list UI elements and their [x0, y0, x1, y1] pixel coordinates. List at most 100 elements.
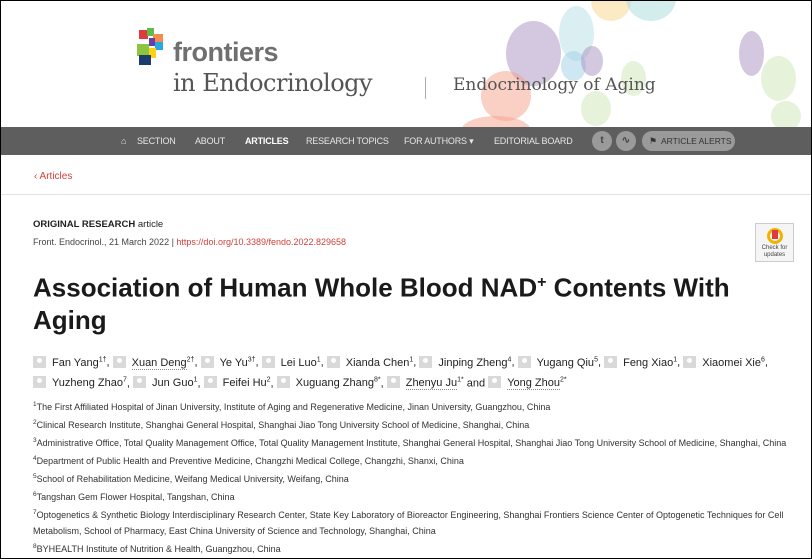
section-name[interactable]: Endocrinology of Aging — [453, 75, 656, 95]
nav-research-topics[interactable]: RESEARCH TOPICS — [306, 136, 389, 146]
author-affiliation: 1 — [316, 356, 321, 363]
author-affiliation: 5 — [594, 356, 598, 363]
affiliation-number: 2 — [33, 419, 37, 426]
affiliation-number: 5 — [33, 473, 37, 480]
title-part: Contents With Aging — [33, 272, 730, 335]
author[interactable]: Xianda Chen1 — [326, 355, 414, 369]
author-name[interactable]: Fan Yang — [52, 356, 99, 369]
author[interactable]: Jun Guo1 — [132, 376, 197, 390]
frontiers-logo-icon — [137, 28, 163, 65]
affiliation: 2Clinical Research Institute, Shanghai G… — [33, 415, 803, 433]
author-name[interactable]: Feng Xiao — [623, 356, 674, 369]
author[interactable]: Yong Zhou2* — [488, 376, 567, 391]
avatar-icon — [326, 355, 340, 368]
nav-section[interactable]: SECTION — [137, 136, 176, 146]
author[interactable]: Yugang Qiu5 — [517, 355, 598, 369]
affiliation-number: 1 — [33, 401, 37, 408]
avatar-icon — [604, 355, 618, 368]
affiliation-number: 6 — [33, 491, 37, 498]
check-for-updates-badge[interactable]: Check for updates — [755, 223, 794, 262]
author-name[interactable]: Xuan Deng — [131, 356, 187, 370]
author[interactable]: Zhenyu Ju1* — [386, 376, 464, 391]
twitter-icon[interactable]: t — [592, 131, 612, 151]
affiliation-text: Clinical Research Institute, Shanghai Ge… — [36, 420, 530, 430]
badge-label: Check for updates — [761, 245, 788, 258]
affiliation-text: School of Rehabilitation Medicine, Weifa… — [36, 474, 349, 484]
author-separator: , — [106, 356, 113, 369]
author-separator: , — [511, 356, 518, 369]
article-title: Association of Human Whole Blood NAD+ Co… — [33, 267, 773, 336]
author-name[interactable]: Yuzheng Zhao — [52, 377, 123, 390]
back-to-articles-link[interactable]: ‹ Articles — [34, 171, 73, 182]
author-name[interactable]: Feifei Hu — [222, 377, 267, 390]
bell-icon: ⚑ — [649, 136, 658, 146]
affiliation-text: Tangshan Gem Flower Hospital, Tangshan, … — [36, 492, 235, 502]
author[interactable]: Xuguang Zhang8* — [276, 376, 381, 390]
author-name[interactable]: Lei Luo — [280, 356, 317, 369]
author[interactable]: Feifei Hu2 — [203, 376, 271, 390]
affiliation-text: Optogenetics & Synthetic Biology Interdi… — [33, 510, 784, 536]
avatar-icon — [112, 355, 126, 368]
author-affiliation: 2* — [560, 376, 567, 384]
author-name[interactable]: Yugang Qiu — [536, 356, 595, 369]
affiliation: 3Administrative Office, Total Quality Ma… — [33, 433, 803, 451]
author-name[interactable]: Xiaomei Xie — [702, 356, 761, 369]
doi-link[interactable]: https://doi.org/10.3389/fendo.2022.82965… — [176, 237, 347, 247]
rss-icon[interactable]: ∿ — [616, 131, 636, 151]
avatar-icon — [261, 355, 275, 368]
author-affiliation: 7 — [122, 376, 127, 384]
affiliation-text: BYHEALTH Institute of Nutrition & Health… — [36, 544, 281, 554]
author[interactable]: Fan Yang1† — [33, 355, 106, 369]
author-name[interactable]: Xuguang Zhang — [295, 377, 374, 390]
author-affiliation: 8* — [373, 376, 381, 384]
avatar-icon — [33, 376, 46, 389]
avatar-icon — [517, 355, 531, 368]
author[interactable]: Ye Yu3† — [200, 355, 256, 369]
citation: Front. Endocrinol., 21 March 2022 | http… — [33, 237, 346, 247]
affiliation-text: Department of Public Health and Preventi… — [36, 456, 464, 466]
author-separator: , — [677, 356, 684, 369]
journal-name[interactable]: in Endocrinology — [173, 69, 373, 97]
author-separator: and — [463, 377, 489, 390]
nav-for-authors[interactable]: FOR AUTHORS ▾ — [404, 136, 474, 146]
author-separator: , — [413, 356, 420, 369]
nav-articles[interactable]: ARTICLES — [245, 136, 289, 146]
author-name[interactable]: Jinping Zheng — [438, 356, 508, 369]
author-affiliation: 1 — [409, 356, 414, 363]
author-name[interactable]: Jun Guo — [151, 377, 194, 390]
author[interactable]: Lei Luo1 — [261, 355, 321, 369]
home-icon[interactable]: ⌂ — [121, 136, 127, 146]
author-list: Fan Yang1†, Xuan Deng2†, Ye Yu3†, Lei Lu… — [33, 351, 793, 392]
nav-editorial-board[interactable]: EDITORIAL BOARD — [494, 136, 573, 146]
author[interactable]: Xiaomei Xie6 — [683, 355, 765, 369]
avatar-icon — [203, 376, 217, 389]
avatar-icon — [132, 376, 146, 389]
nav-about[interactable]: ABOUT — [195, 136, 226, 146]
author-separator: , — [597, 356, 605, 369]
avatar-icon — [386, 376, 400, 389]
author[interactable]: Feng Xiao1 — [604, 355, 677, 369]
affiliation-number: 3 — [33, 437, 37, 444]
author-separator: , — [126, 377, 133, 390]
author-name[interactable]: Ye Yu — [219, 356, 248, 369]
divider — [425, 77, 426, 99]
avatar-icon — [200, 355, 214, 368]
affiliation-number: 7 — [33, 509, 37, 516]
author-name[interactable]: Yong Zhou — [507, 377, 560, 391]
author-name[interactable]: Zhenyu Ju — [405, 377, 458, 391]
author-affiliation: 3† — [247, 356, 256, 363]
author-separator: , — [270, 377, 277, 390]
author-name[interactable]: Xianda Chen — [345, 356, 410, 369]
article-alerts-button[interactable]: ⚑ ARTICLE ALERTS — [642, 131, 735, 151]
affiliation-number: 8 — [33, 543, 37, 550]
affiliation: 6Tangshan Gem Flower Hospital, Tangshan,… — [33, 487, 803, 505]
author[interactable]: Xuan Deng2† — [112, 355, 194, 370]
author[interactable]: Yuzheng Zhao7 — [33, 376, 127, 390]
site-header: frontiers in Endocrinology Endocrinology… — [1, 1, 811, 127]
affiliation-text: The First Affiliated Hospital of Jinan U… — [36, 402, 551, 412]
affiliation: 4Department of Public Health and Prevent… — [33, 451, 803, 469]
author-separator: , — [380, 377, 387, 390]
affiliation: 8BYHEALTH Institute of Nutrition & Healt… — [33, 539, 803, 557]
brand-name[interactable]: frontiers — [173, 37, 279, 67]
author[interactable]: Jinping Zheng4 — [419, 355, 511, 369]
